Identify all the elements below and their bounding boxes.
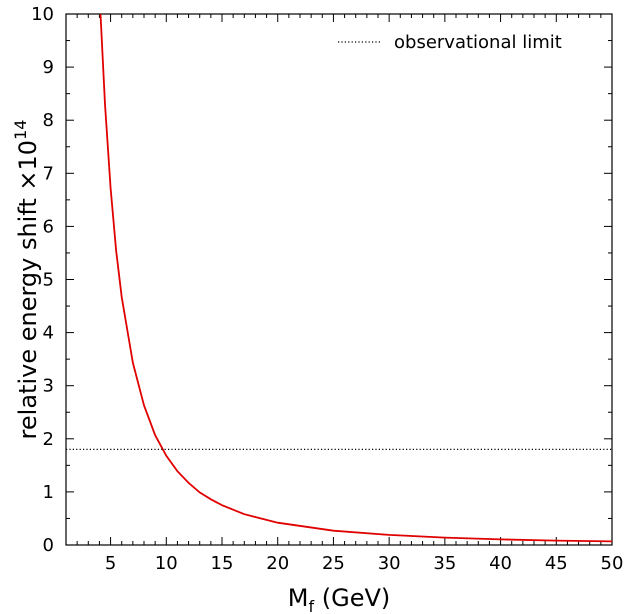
energy-shift-curve xyxy=(99,13,613,543)
y-axis-title: relative energy shift ×1014 xyxy=(11,120,42,440)
y-tick-label: 9 xyxy=(43,57,54,78)
series-group xyxy=(66,13,613,543)
y-tick-label: 0 xyxy=(43,535,54,556)
y-tick-label: 3 xyxy=(43,376,54,397)
y-tick-label: 2 xyxy=(43,429,54,450)
y-tick-label: 8 xyxy=(43,110,54,131)
x-tick-label: 25 xyxy=(322,553,345,574)
x-axis-title-subscript: f xyxy=(308,597,314,614)
legend-label-observational-limit: observational limit xyxy=(394,32,562,53)
y-tick-label: 4 xyxy=(43,323,54,344)
y-tick-labels: 0 1 2 3 4 5 6 7 8 9 10 xyxy=(31,4,54,556)
x-tick-label: 40 xyxy=(489,553,512,574)
x-tick-label: 20 xyxy=(266,553,289,574)
x-tick-label: 35 xyxy=(433,553,456,574)
legend: observational limit xyxy=(338,32,562,53)
y-axis-title-superscript: 14 xyxy=(11,120,30,140)
x-axis-title-main: M xyxy=(288,584,309,612)
y-tick-label: 6 xyxy=(43,216,54,237)
x-axis-title: Mf (GeV) xyxy=(288,584,391,614)
x-tick-label: 10 xyxy=(155,553,178,574)
x-tick-labels: 5 10 15 20 25 30 35 40 45 50 xyxy=(105,553,624,574)
x-tick-label: 30 xyxy=(378,553,401,574)
y-tick-label: 7 xyxy=(43,163,54,184)
x-tick-label: 45 xyxy=(545,553,568,574)
x-axis-title-unit: (GeV) xyxy=(314,584,390,612)
y-axis-title-main: relative energy shift ×10 xyxy=(14,140,42,440)
y-tick-label: 5 xyxy=(43,270,54,291)
y-tick-label: 10 xyxy=(31,4,54,25)
x-tick-label: 15 xyxy=(211,553,234,574)
x-tick-label: 50 xyxy=(601,553,624,574)
axis-ticks xyxy=(65,13,613,546)
x-tick-label: 5 xyxy=(105,553,116,574)
plot-frame xyxy=(65,13,613,546)
y-tick-label: 1 xyxy=(43,482,54,503)
